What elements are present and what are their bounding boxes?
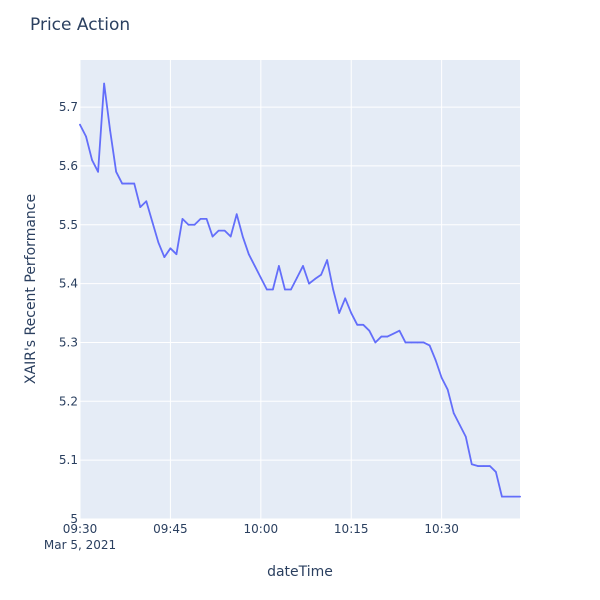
y-tick-label: 5.1 (59, 453, 78, 467)
y-tick-label: 5.4 (59, 277, 78, 291)
x-tick-label: 10:15 (334, 522, 369, 536)
y-tick-label: 5.3 (59, 335, 78, 349)
y-tick-label: 5.5 (59, 218, 78, 232)
data-point (422, 341, 425, 344)
data-point (495, 471, 497, 473)
data-point (229, 235, 232, 238)
data-point (97, 171, 99, 173)
data-point (235, 213, 238, 215)
data-point (410, 341, 413, 344)
data-point (374, 341, 377, 344)
data-point (163, 256, 166, 258)
data-point (483, 465, 485, 467)
series-line (79, 82, 521, 498)
y-tick-label: 5.7 (59, 100, 78, 114)
data-point (91, 159, 93, 161)
data-point (368, 329, 371, 332)
data-point (115, 171, 117, 173)
x-tick-label: 09:45 (153, 522, 188, 536)
data-point (519, 495, 521, 498)
data-point (284, 288, 286, 291)
data-point (428, 344, 431, 347)
plot-area (80, 60, 520, 519)
data-points (79, 82, 521, 498)
data-point (470, 463, 473, 466)
data-point (320, 273, 322, 276)
data-point (290, 288, 292, 291)
data-point (314, 278, 316, 280)
data-point (241, 235, 244, 238)
data-point (416, 341, 419, 344)
data-point (266, 288, 268, 291)
x-tick-label: 09:30 (63, 522, 98, 536)
data-point (217, 229, 220, 232)
data-point (489, 465, 491, 467)
y-tick-label: 5 (70, 512, 78, 526)
data-point (133, 182, 136, 185)
data-point (187, 223, 190, 226)
data-point (169, 247, 172, 250)
data-point (398, 329, 401, 332)
data-point (507, 495, 509, 498)
data-point (464, 435, 467, 438)
y-tick-label: 5.2 (59, 394, 78, 408)
y-axis-title: XAIR's Recent Performance (23, 194, 39, 384)
y-tick-label: 5.6 (59, 159, 78, 173)
data-point (79, 123, 81, 126)
y-tick-labels: 5 5.1 5.2 5.3 5.4 5.5 5.6 5.7 (59, 100, 78, 526)
data-point (247, 253, 250, 255)
data-point (223, 229, 226, 232)
data-point (157, 241, 160, 244)
data-point (272, 288, 274, 291)
data-point (193, 223, 196, 226)
data-point (513, 495, 515, 498)
data-point (380, 335, 383, 338)
data-point (350, 312, 353, 314)
x-grid-lines (79, 60, 443, 519)
data-point (362, 324, 365, 326)
data-point (151, 221, 154, 223)
data-point (139, 206, 142, 208)
chart-title: Price Action (30, 15, 130, 35)
data-point (452, 412, 455, 414)
data-point (404, 341, 407, 344)
data-point (308, 282, 310, 285)
data-point (199, 218, 202, 220)
data-point (205, 218, 208, 220)
data-point (85, 135, 87, 138)
data-point (109, 129, 111, 132)
data-point (260, 276, 262, 279)
data-point (302, 265, 304, 267)
data-point (181, 218, 184, 220)
data-point (175, 253, 178, 255)
data-point (296, 276, 298, 279)
data-point (121, 182, 123, 185)
x-tick-label: 10:00 (244, 522, 279, 536)
data-point (386, 335, 389, 338)
data-point (145, 200, 148, 203)
data-point (440, 376, 443, 379)
data-point (392, 332, 395, 335)
data-point (344, 297, 347, 300)
data-point (211, 235, 214, 238)
data-point (326, 259, 328, 261)
data-point (458, 424, 461, 426)
data-point (332, 288, 334, 291)
data-point (446, 388, 449, 391)
data-point (278, 265, 280, 267)
data-point (477, 465, 479, 467)
x-tick-label: 10:30 (424, 522, 459, 536)
data-point (356, 324, 359, 326)
x-axis-title: dateTime (267, 564, 333, 580)
data-point (127, 182, 130, 185)
x-tick-labels: 09:30 09:45 10:00 10:15 10:30 (63, 522, 459, 536)
data-point (103, 82, 105, 85)
data-point (338, 312, 340, 314)
x-date-label: Mar 5, 2021 (44, 538, 116, 552)
data-point (501, 495, 503, 498)
data-point (434, 359, 437, 361)
data-point (253, 265, 256, 267)
